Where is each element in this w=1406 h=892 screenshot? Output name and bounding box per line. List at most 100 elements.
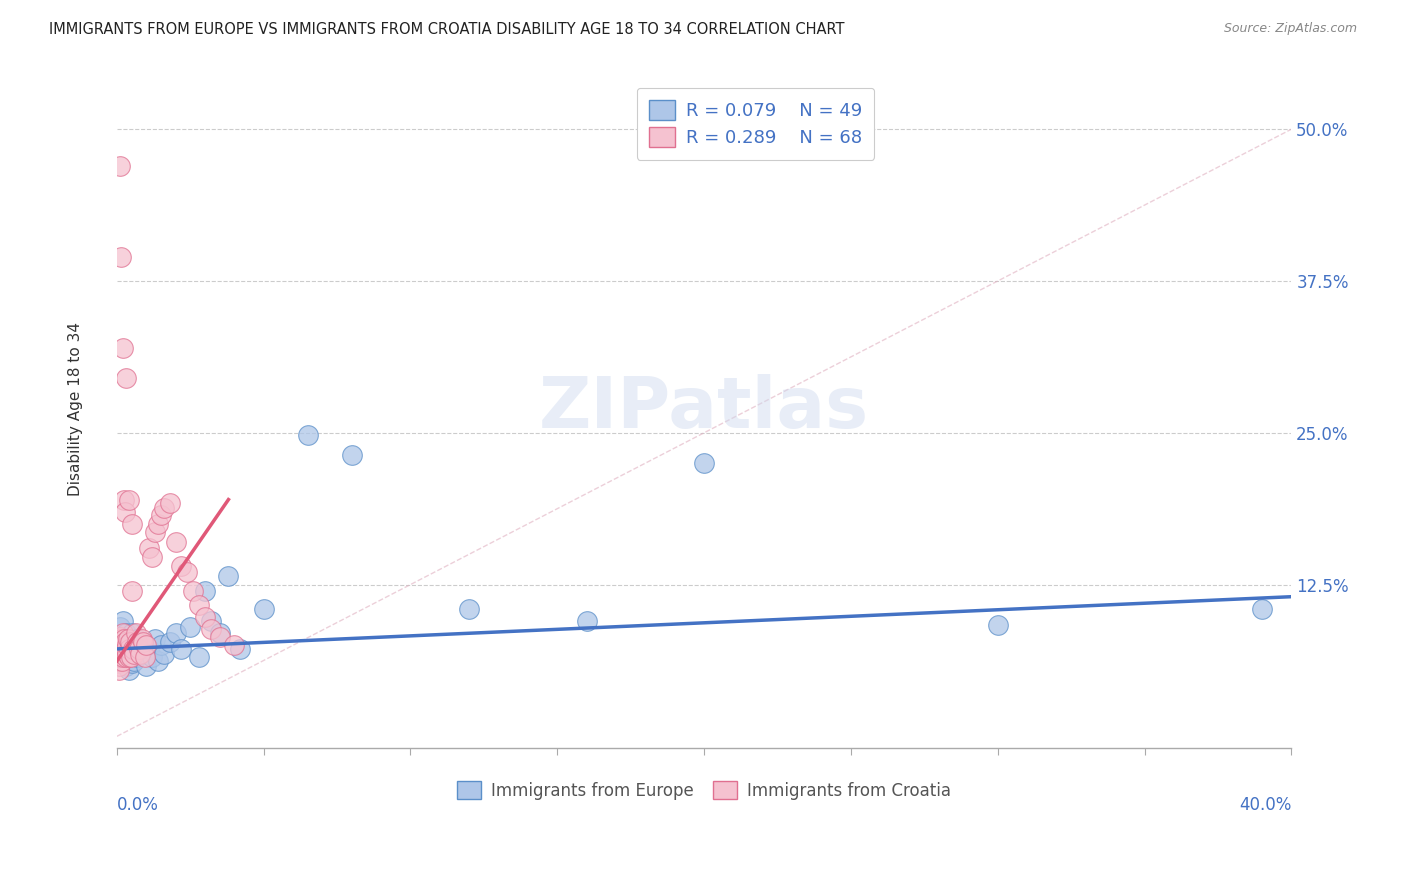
- Point: [108, 634, 131, 648]
- Point: [111, 634, 134, 648]
- Point: [458, 602, 481, 616]
- Point: [107, 650, 129, 665]
- Point: [170, 641, 193, 656]
- Point: [987, 617, 1010, 632]
- Point: [1251, 602, 1274, 616]
- Point: [132, 634, 155, 648]
- Point: [111, 632, 134, 647]
- Point: [108, 638, 131, 652]
- Point: [176, 566, 198, 580]
- Point: [693, 456, 716, 470]
- Point: [111, 657, 134, 671]
- Point: [200, 614, 222, 628]
- Text: 0.0%: 0.0%: [117, 796, 159, 814]
- Point: [146, 516, 169, 531]
- Text: 40.0%: 40.0%: [1239, 796, 1291, 814]
- Point: [108, 650, 131, 665]
- Point: [129, 647, 152, 661]
- Point: [159, 496, 181, 510]
- Point: [121, 583, 143, 598]
- Point: [118, 641, 141, 656]
- Point: [114, 647, 136, 661]
- Point: [127, 634, 149, 648]
- Point: [200, 623, 222, 637]
- Legend: Immigrants from Europe, Immigrants from Croatia: Immigrants from Europe, Immigrants from …: [449, 772, 959, 808]
- Point: [188, 650, 211, 665]
- Point: [120, 650, 142, 665]
- Point: [124, 654, 146, 668]
- Point: [165, 626, 187, 640]
- Point: [159, 634, 181, 648]
- Point: [107, 638, 129, 652]
- Point: [108, 159, 131, 173]
- Point: [132, 638, 155, 652]
- Point: [340, 448, 363, 462]
- Point: [143, 525, 166, 540]
- Point: [208, 626, 231, 640]
- Point: [117, 634, 139, 648]
- Point: [253, 602, 276, 616]
- Point: [575, 614, 598, 628]
- Point: [229, 641, 252, 656]
- Point: [107, 632, 129, 647]
- Point: [108, 663, 131, 677]
- Point: [194, 583, 217, 598]
- Point: [121, 516, 143, 531]
- Point: [110, 650, 132, 665]
- Point: [165, 535, 187, 549]
- Point: [117, 632, 139, 647]
- Point: [170, 559, 193, 574]
- Point: [108, 620, 131, 634]
- Point: [108, 634, 131, 648]
- Point: [127, 632, 149, 647]
- Point: [107, 641, 129, 656]
- Point: [112, 492, 135, 507]
- Point: [121, 626, 143, 640]
- Point: [208, 630, 231, 644]
- Point: [181, 583, 204, 598]
- Point: [153, 647, 176, 661]
- Point: [111, 644, 134, 658]
- Point: [153, 501, 176, 516]
- Point: [117, 663, 139, 677]
- Point: [110, 250, 132, 264]
- Point: [110, 647, 132, 661]
- Point: [111, 654, 134, 668]
- Point: [117, 650, 139, 665]
- Point: [188, 598, 211, 612]
- Point: [138, 541, 160, 556]
- Point: [110, 638, 132, 652]
- Point: [114, 505, 136, 519]
- Point: [112, 632, 135, 647]
- Text: ZIPatlas: ZIPatlas: [538, 374, 869, 443]
- Point: [141, 549, 163, 564]
- Point: [112, 638, 135, 652]
- Point: [117, 492, 139, 507]
- Point: [135, 647, 157, 661]
- Point: [110, 641, 132, 656]
- Text: IMMIGRANTS FROM EUROPE VS IMMIGRANTS FROM CROATIA DISABILITY AGE 18 TO 34 CORREL: IMMIGRANTS FROM EUROPE VS IMMIGRANTS FRO…: [49, 22, 845, 37]
- Point: [143, 632, 166, 647]
- Point: [111, 341, 134, 355]
- Point: [120, 634, 142, 648]
- Point: [111, 626, 134, 640]
- Text: Source: ZipAtlas.com: Source: ZipAtlas.com: [1223, 22, 1357, 36]
- Point: [108, 638, 131, 652]
- Point: [121, 657, 143, 671]
- Point: [114, 659, 136, 673]
- Point: [114, 371, 136, 385]
- Point: [117, 650, 139, 665]
- Point: [121, 644, 143, 658]
- Point: [115, 647, 138, 661]
- Point: [149, 508, 172, 523]
- Point: [149, 638, 172, 652]
- Point: [194, 610, 217, 624]
- Point: [108, 644, 131, 658]
- Point: [122, 641, 145, 656]
- Point: [127, 650, 149, 665]
- Point: [297, 428, 319, 442]
- Point: [131, 632, 153, 647]
- Point: [114, 626, 136, 640]
- Point: [111, 647, 134, 661]
- Point: [114, 644, 136, 658]
